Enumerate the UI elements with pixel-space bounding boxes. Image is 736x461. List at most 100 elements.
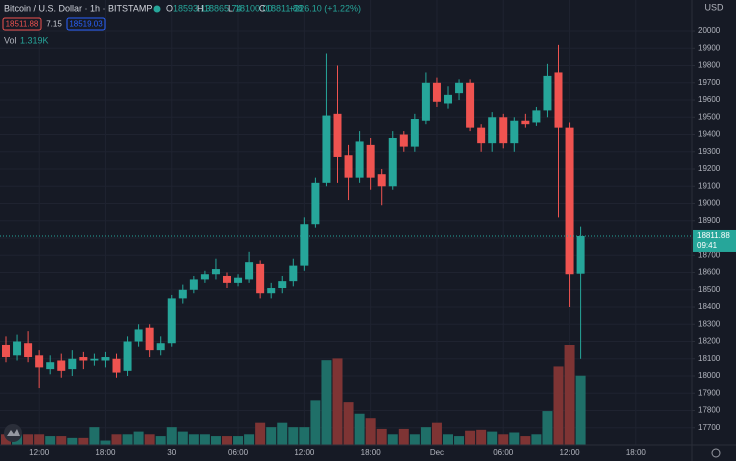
volume-bar [188,434,199,445]
candle-body [333,113,342,157]
candle-body [510,120,519,144]
volume-bar [476,429,487,445]
volume-bar [255,422,266,445]
volume-bar [332,358,343,445]
candle-body [112,358,121,373]
volume-bar [177,431,188,445]
volume-bar [222,436,232,445]
candle-body [322,115,331,183]
last-price-box [693,229,736,252]
y-tick-label: 18600 [698,268,721,277]
volume-bar [553,366,564,445]
candle-body [90,358,99,361]
candle-body [554,72,563,128]
volume-bar [365,418,376,445]
candle-body [24,343,33,358]
candle-body [2,344,10,358]
vol-label: Vol [4,35,17,45]
candle-body [311,182,320,225]
candle-body [223,275,231,283]
candle-body [278,281,287,289]
candle-body [256,263,265,294]
ohlc-value: 18593.13 [173,3,211,13]
currency-box [693,0,736,20]
volume-bar [133,431,144,445]
buy-price[interactable]: 18519.03 [69,20,103,29]
y-tick-label: 18100 [698,354,721,363]
candle-body [300,224,309,266]
volume-bar [299,427,310,445]
settings-icon[interactable] [711,448,721,458]
volume-bar [498,434,509,445]
y-tick-label: 19500 [698,112,721,121]
x-tick-label: 18:00 [95,448,116,457]
volume-bar [520,436,531,445]
volume-bar [100,440,111,445]
sell-button[interactable] [2,17,42,31]
volume-bar [56,436,67,445]
candle-body [245,262,254,280]
volume-bar [465,430,476,445]
y-tick-label: 18300 [698,319,721,328]
vol-value: 1.319K [20,35,49,45]
sell-price[interactable]: 18511.88 [6,20,39,29]
candle-body [388,137,397,187]
volume-bar [431,422,442,445]
y-tick-label: 17800 [698,406,721,415]
grid [0,0,692,445]
candle-body [444,94,452,104]
volume-bar [354,413,365,445]
candle-body [289,265,298,282]
y-tick-label: 19400 [698,130,721,139]
candle-body [145,327,154,351]
y-tick-label: 18700 [698,250,721,259]
market-status [153,5,161,13]
volume-bar [266,427,277,445]
candle-body [366,144,375,178]
volume-bar [542,411,553,445]
volume-bar [1,434,11,445]
candle-body [35,355,44,368]
buy-button[interactable] [66,17,106,31]
candle-body [156,343,165,351]
candle-body [421,82,430,121]
volume-bar [343,402,354,445]
ohlc-label: L [228,3,233,13]
y-tick-label: 18200 [698,337,721,346]
change: +226.10 (+1.22%) [289,3,361,13]
candle-body [455,82,464,94]
x-tick-label: 30 [167,448,176,457]
ohlc-label: C [259,3,266,13]
volume-bar [244,434,255,445]
volume-bar [487,431,498,445]
volume-bar [210,436,221,445]
y-tick-label: 19600 [698,95,721,104]
candle-body [543,75,552,111]
ohlc-value: 18865.74 [204,3,242,13]
candle-body [466,82,475,128]
x-tick-label: 06:00 [228,448,249,457]
volume-bar [531,434,542,445]
y-tick-label: 17700 [698,423,721,432]
x-tick-label: 12:00 [29,448,50,457]
volume-bar [122,434,133,445]
volume-bar [233,436,244,445]
volume-bar [288,427,299,445]
volume-bar [67,437,78,445]
ohlc-value: 18100.00 [235,3,273,13]
candle-body [79,357,88,361]
y-tick-label: 19800 [698,61,721,70]
candle-body [267,288,276,294]
volume-bar [23,434,34,445]
y-tick-label: 19900 [698,43,721,52]
candle-body [576,235,585,274]
y-tick-label: 19700 [698,78,721,87]
symbol: Bitcoin / U.S. Dollar · 1h · BITSTAMP [4,3,152,13]
ohlc-value: 18811.88 [266,3,303,13]
spread: 7.15 [46,20,62,29]
candle-body [488,117,497,144]
volume-bar [310,400,321,445]
volume-bar [376,428,387,445]
ohlc-label: O [166,3,173,13]
candle-body [499,117,508,144]
